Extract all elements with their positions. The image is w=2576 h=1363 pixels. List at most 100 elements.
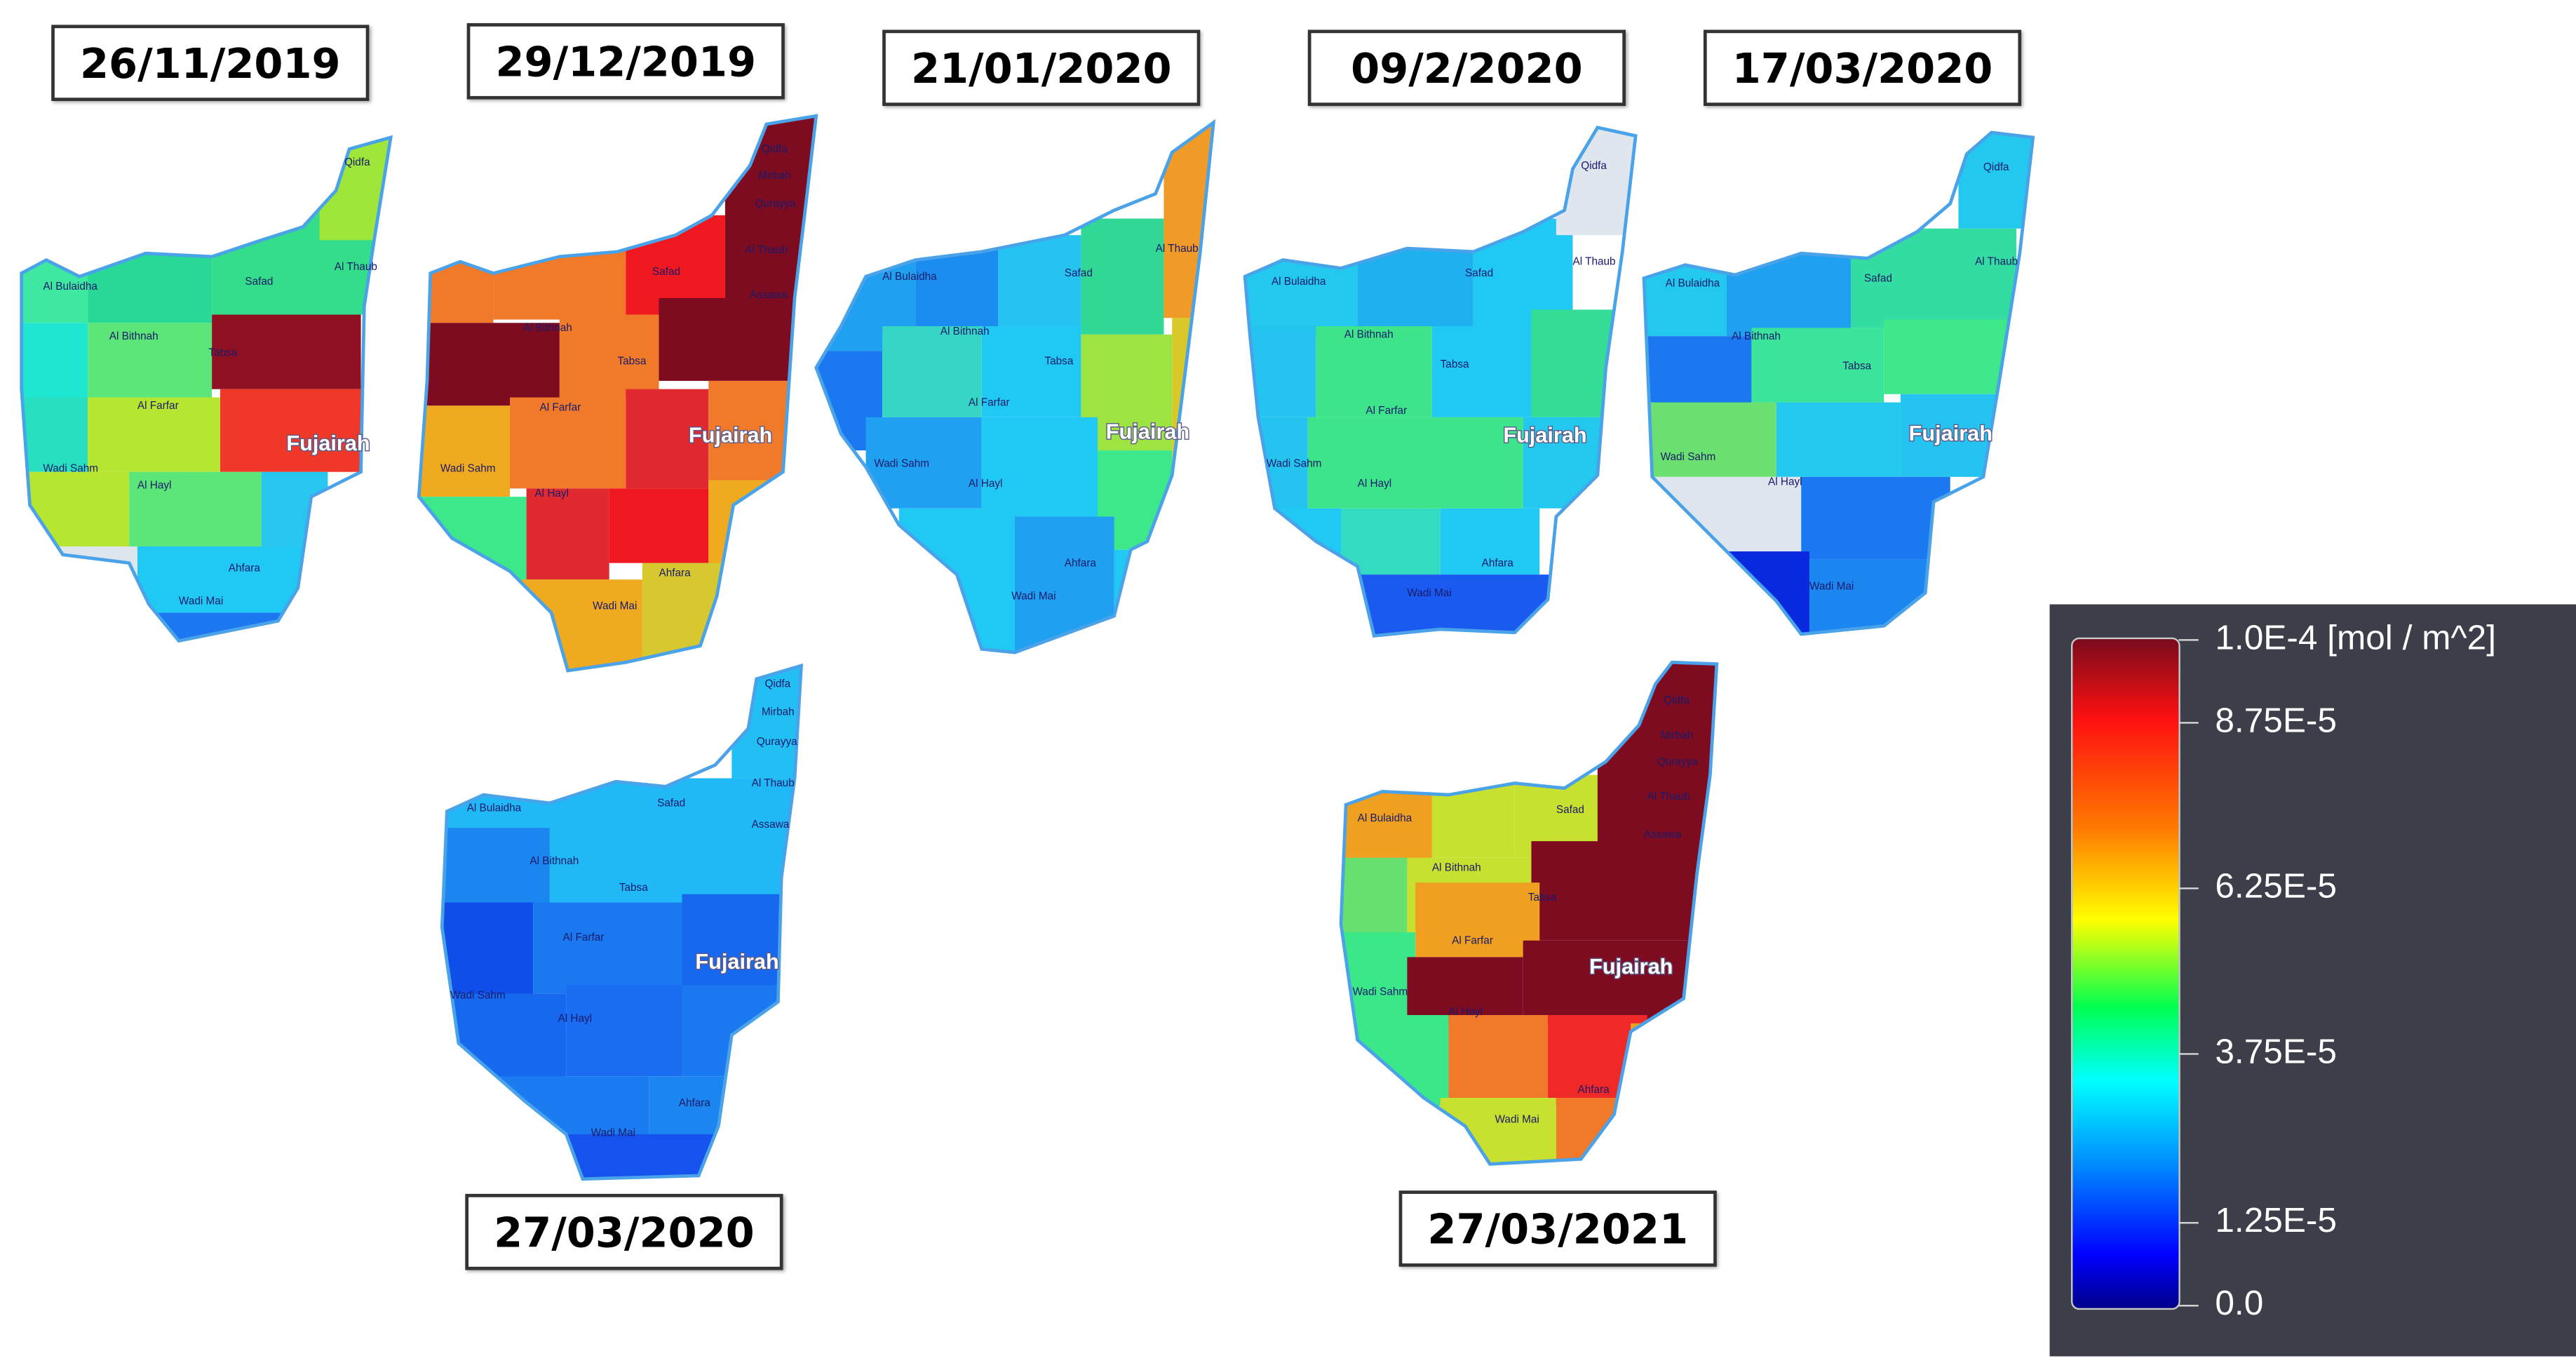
place-label: Safad (1556, 804, 1584, 816)
place-label: Al Thaub (745, 244, 788, 256)
place-label: Wadi Sahm (874, 458, 929, 470)
colorbar-tick (2178, 722, 2199, 724)
place-label: Al Hayl (1358, 478, 1392, 490)
place-label: Al Farfar (540, 401, 581, 413)
place-label: Safad (245, 276, 273, 288)
city-label: Fujairah (1106, 419, 1189, 444)
place-label: Al Thaub (1572, 256, 1615, 268)
place-label: Al Bithnah (1732, 330, 1781, 342)
place-label: Wadi Mai (179, 596, 223, 607)
place-label: Mirbah (758, 170, 791, 182)
place-label: Wadi Sahm (43, 463, 98, 475)
city-label: Fujairah (689, 422, 772, 447)
place-label: Al Hayl (558, 1012, 592, 1024)
date-label-4: 09/2/2020 (1307, 29, 1626, 107)
place-label: Ahfara (1482, 557, 1514, 569)
place-label: Tabsa (617, 355, 646, 367)
colorbar-tick-label: 6.25E-5 (2215, 867, 2337, 906)
map-panel-2: Qidfa Mirbah Qurayya Al Thaub Assawa Saf… (417, 114, 818, 673)
place-label: Al Hayl (137, 479, 172, 491)
place-label: Wadi Mai (1809, 580, 1854, 592)
map-panel-5: Al Bulaidha Al Bithnah Tabsa Wadi Sahm A… (1642, 130, 2035, 636)
place-label: Qidfa (765, 678, 791, 690)
place-label: Tabsa (1044, 355, 1073, 367)
place-label: Al Bithnah (523, 322, 572, 334)
place-label: Ahfara (659, 567, 691, 579)
colorbar-tick (2178, 1053, 2199, 1055)
place-label: Al Farfar (137, 400, 179, 412)
city-label: Fujairah (1503, 422, 1586, 447)
place-label: Al Farfar (1365, 405, 1407, 417)
colorbar-tick-label: 8.75E-5 (2215, 701, 2337, 741)
date-label-2: 29/12/2019 (466, 23, 785, 100)
place-label: Al Hayl (534, 488, 569, 499)
map-panel-7: Qidfa Mirbah Qurayya Al Thaub Assawa Al … (1339, 660, 1719, 1166)
place-label: Al Bulaidha (43, 281, 97, 293)
place-label: Al Bithnah (1344, 329, 1394, 341)
colorbar-legend: 1.0E-4 [mol / m^2] 8.75E-5 6.25E-5 3.75E… (2049, 604, 2576, 1357)
place-label: Wadi Mai (1011, 591, 1056, 603)
place-label: Tabsa (1842, 360, 1871, 372)
date-label-5: 17/03/2020 (1703, 29, 2022, 107)
place-label: Ahfara (1578, 1084, 1610, 1096)
map-panel-3: Al Bulaidha Al Bithnah Tabsa Al Farfar W… (814, 119, 1216, 654)
place-label: Al Thaub (752, 777, 795, 789)
place-label: Al Bulaidha (1666, 277, 1720, 289)
place-label: Wadi Sahm (1267, 458, 1322, 470)
place-label: Al Bulaidha (467, 803, 522, 814)
place-label: Wadi Sahm (1353, 986, 1408, 998)
place-label: Safad (1465, 267, 1493, 279)
place-label: Ahfara (679, 1097, 711, 1109)
place-label: Qurayya (757, 736, 797, 748)
place-label: Qurayya (755, 198, 795, 210)
colorbar-tick-label: 1.25E-5 (2215, 1202, 2337, 1241)
place-label: Al Farfar (563, 932, 605, 944)
place-label: Ahfara (229, 562, 261, 574)
place-label: Qidfa (1983, 161, 2009, 173)
place-label: Wadi Sahm (450, 989, 506, 1001)
place-label: Al Bulaidha (882, 271, 937, 283)
place-label: Al Thaub (1975, 256, 2018, 268)
map-panel-1: Al Bulaidha Al Bithnah Tabsa Al Farfar W… (20, 135, 393, 643)
place-label: Assawa (752, 819, 790, 831)
place-label: Tabsa (1441, 358, 1469, 370)
place-label: Al Bithnah (530, 855, 579, 867)
place-label: Ahfara (1065, 557, 1097, 569)
colorbar-title: 1.0E-4 [mol / m^2] (2215, 619, 2497, 658)
place-label: Qurayya (1657, 756, 1698, 768)
place-label: Al Hayl (969, 478, 1003, 490)
place-label: Mirbah (1661, 730, 1694, 741)
place-label: Qidfa (762, 143, 788, 155)
place-label: Qidfa (1581, 160, 1607, 172)
place-label: Assawa (750, 289, 788, 301)
place-label: Assawa (1644, 828, 1682, 840)
place-label: Al Bulaidha (1358, 812, 1412, 824)
place-label: Al Hayl (1448, 1006, 1483, 1018)
place-label: Al Thaub (1647, 791, 1690, 803)
place-label: Wadi Sahm (440, 463, 496, 475)
date-label-3: 21/01/2020 (882, 29, 1201, 107)
place-label: Al Hayl (1768, 476, 1802, 488)
place-label: Tabsa (1528, 892, 1557, 904)
date-label-1: 26/11/2019 (51, 25, 370, 101)
map-panel-6: Qidfa Mirbah Qurayya Al Thaub Assawa Al … (440, 663, 804, 1181)
date-label-6: 27/03/2020 (465, 1193, 783, 1270)
place-label: Tabsa (619, 882, 648, 894)
place-label: Safad (1065, 267, 1093, 279)
place-label: Safad (657, 798, 685, 810)
place-label: Wadi Mai (1407, 587, 1451, 599)
place-label: Al Thaub (1156, 243, 1199, 255)
place-label: Wadi Mai (1495, 1113, 1539, 1125)
place-label: Al Bithnah (940, 325, 990, 337)
place-label: Qidfa (344, 156, 370, 168)
colorbar-tick-label: 3.75E-5 (2215, 1033, 2337, 1072)
place-label: Al Bulaidha (1272, 276, 1326, 288)
city-label: Fujairah (1589, 954, 1673, 979)
colorbar-tick (2178, 639, 2199, 641)
place-label: Al Farfar (1452, 934, 1493, 946)
place-label: Al Farfar (969, 396, 1010, 408)
place-label: Tabsa (208, 347, 237, 359)
colorbar-tick (2178, 1305, 2199, 1307)
place-label: Wadi Sahm (1661, 451, 1716, 463)
